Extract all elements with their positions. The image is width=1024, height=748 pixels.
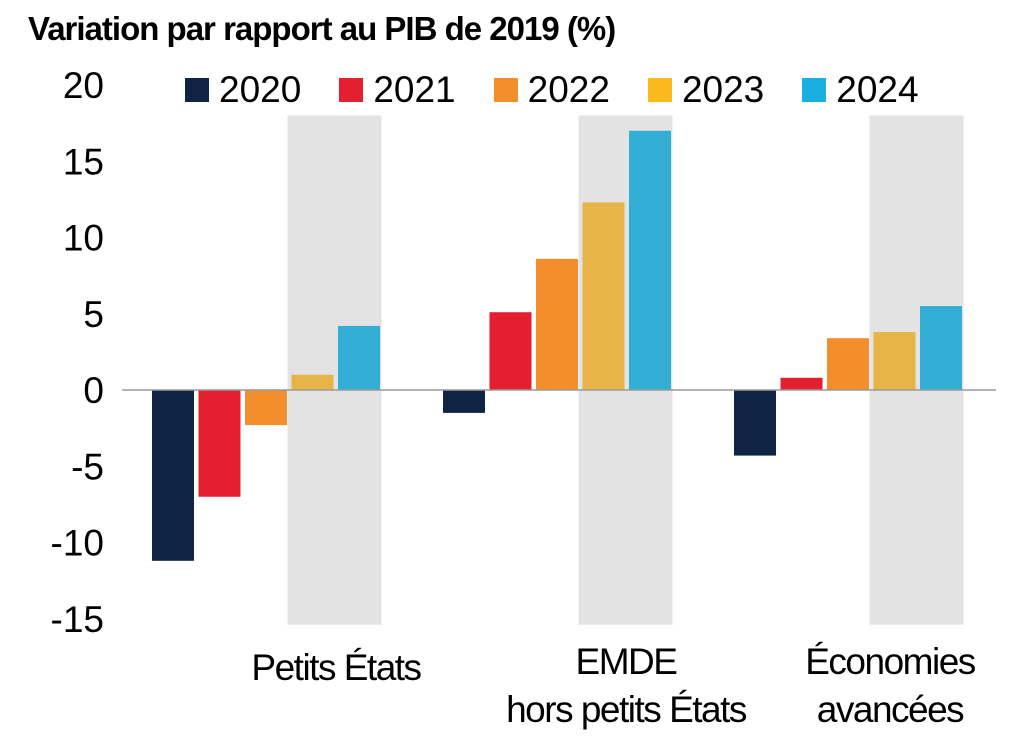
bar-2022 [827, 338, 869, 390]
category-label: Économies [805, 641, 976, 682]
legend-item-2022: 2022 [493, 69, 610, 110]
bar-2021 [489, 312, 532, 390]
y-tick-label: -15 [51, 599, 104, 640]
category-label: hors petits États [506, 689, 747, 730]
legend-swatch [647, 78, 672, 102]
bar-2024 [920, 306, 962, 390]
legend-item-2023: 2023 [647, 69, 765, 110]
bar-2024 [338, 325, 380, 390]
legend-swatch [339, 78, 364, 102]
bar-2022 [536, 258, 578, 390]
legend-item-2021: 2021 [339, 69, 456, 110]
legend-swatch [493, 78, 518, 102]
bar-2020 [443, 390, 485, 413]
y-tick-label: 15 [63, 141, 104, 182]
legend-label: 2024 [836, 69, 919, 110]
bar-2023 [873, 332, 916, 390]
y-tick-label: 10 [63, 218, 104, 259]
y-tick-label: 20 [63, 65, 104, 106]
y-tick-label: 5 [83, 294, 104, 335]
bar-2023 [582, 202, 625, 390]
chart-title: Variation par rapport au PIB de 2019 (%) [28, 10, 616, 47]
legend-swatch [185, 78, 209, 102]
bar-2020 [152, 390, 194, 561]
legend-item-2024: 2024 [802, 69, 919, 110]
y-tick-label: 0 [83, 370, 104, 411]
legend-label: 2021 [373, 69, 456, 110]
legend-swatch [802, 78, 827, 102]
legend-label: 2022 [527, 69, 610, 110]
y-tick-label: -10 [51, 523, 104, 564]
bar-2020 [734, 390, 776, 456]
legend-label: 2023 [681, 69, 765, 110]
category-label: avancées [817, 689, 964, 730]
bar-2021 [198, 390, 241, 497]
legend: 2020 2021 2022 2023 2024 [185, 70, 957, 110]
bar-2021 [780, 377, 823, 390]
category-label: Petits États [251, 647, 421, 688]
bar-2022 [245, 390, 287, 426]
y-tick-label: -5 [71, 446, 104, 487]
legend-label: 2020 [219, 69, 302, 110]
legend-item-2020: 2020 [185, 70, 301, 110]
bar-2023 [291, 374, 334, 390]
category-label: EMDE [576, 641, 678, 682]
bar-2024 [629, 130, 671, 390]
